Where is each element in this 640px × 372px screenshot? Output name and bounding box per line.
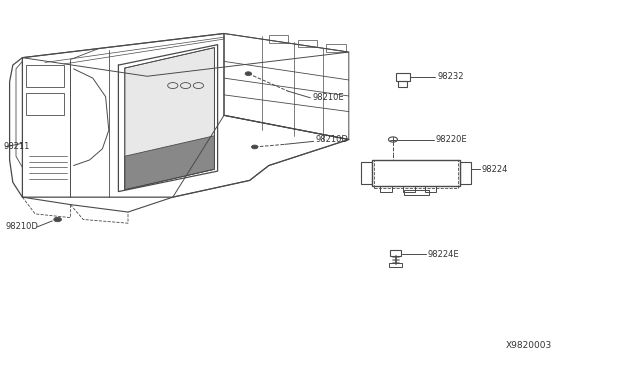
Bar [398,81,407,87]
Bar [403,186,415,192]
Text: X9820003: X9820003 [506,341,552,350]
Bar [390,250,401,256]
Bar [404,190,429,195]
Polygon shape [125,48,214,190]
Bar [26,65,64,87]
Bar [380,186,392,192]
Bar [269,35,288,43]
Bar [326,44,346,52]
Bar [460,162,471,184]
Circle shape [54,217,61,222]
Bar [425,186,436,192]
Bar [26,93,64,115]
Text: 98210D: 98210D [316,135,348,144]
Text: 98224E: 98224E [428,250,459,259]
Text: 98210D: 98210D [5,222,38,231]
Circle shape [252,145,258,149]
Polygon shape [125,136,214,190]
Text: 98232: 98232 [437,72,463,81]
Bar [298,40,317,47]
Bar [396,73,410,81]
Text: 98224: 98224 [482,165,508,174]
Text: 98210E: 98210E [312,93,344,102]
Circle shape [245,72,252,76]
Text: 98211: 98211 [3,142,29,151]
Bar [372,160,460,186]
Text: 98220E: 98220E [436,135,467,144]
Bar [361,162,372,184]
Bar [374,160,458,188]
Bar [389,263,402,267]
